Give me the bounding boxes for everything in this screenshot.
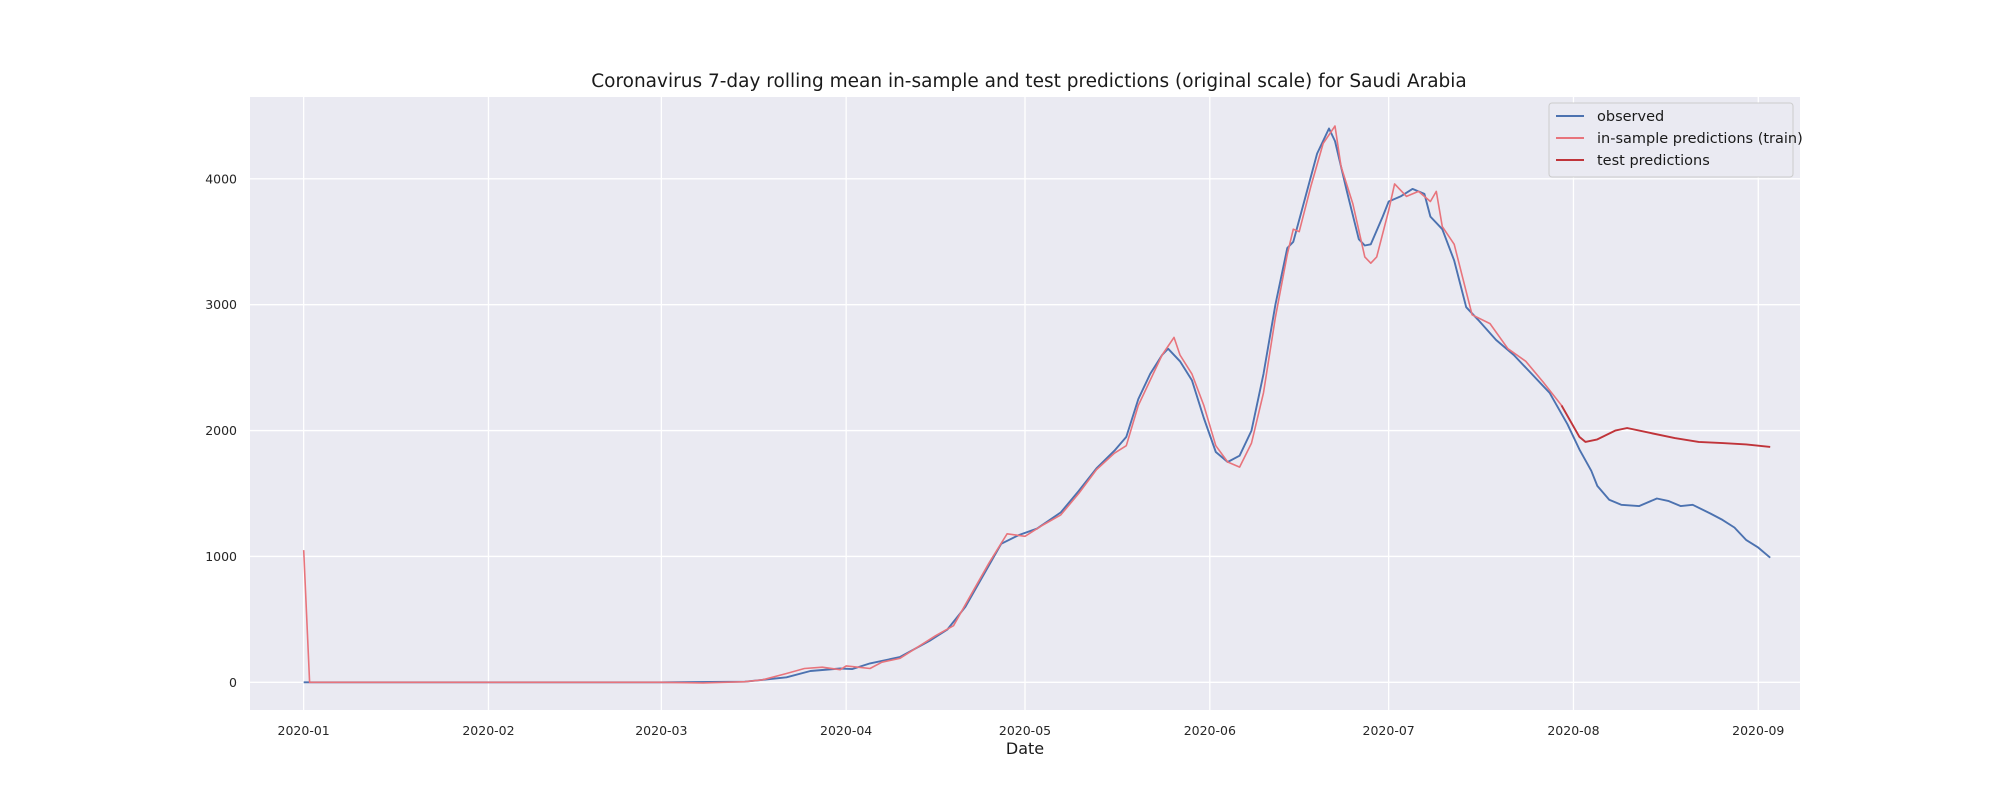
y-tick-label: 4000 [205,171,237,186]
x-tick-label: 2020-09 [1732,723,1784,738]
x-tick-label: 2020-04 [820,723,872,738]
y-tick-label: 3000 [205,297,237,312]
y-axis-ticks: 0 1000 2000 3000 4000 [205,171,237,689]
y-tick-label: 1000 [205,549,237,564]
legend: observed in-sample predictions (train) tes… [1548,102,1803,178]
x-axis-label: Date [1006,739,1044,758]
x-axis-ticks: 2020-01 2020-02 2020-03 2020-04 2020-05 2020-… [278,723,1785,738]
x-tick-label: 2020-01 [278,723,330,738]
series-lines [302,125,1771,684]
x-tick-label: 2020-06 [1184,723,1236,738]
x-tick-label: 2020-07 [1363,723,1415,738]
legend-label: observed [1597,109,1664,125]
y-tick-label: 2000 [205,423,237,438]
y-tick-label: 0 [229,675,237,690]
x-tick-label: 2020-02 [462,723,514,738]
legend-label: in-sample predictions (train) [1597,131,1803,147]
x-tick-label: 2020-03 [635,723,687,738]
series-line-in-sample-predictions-train- [302,125,1563,684]
series-line-observed [303,127,1771,684]
legend-label: test predictions [1597,153,1710,169]
legend-box [1548,102,1794,178]
chart-title: Coronavirus 7-day rolling mean in-sample… [591,71,1467,92]
x-tick-label: 2020-05 [999,723,1051,738]
x-tick-label: 2020-08 [1547,723,1599,738]
series-line-test-predictions [1560,404,1771,448]
grid-lines [250,97,1800,710]
